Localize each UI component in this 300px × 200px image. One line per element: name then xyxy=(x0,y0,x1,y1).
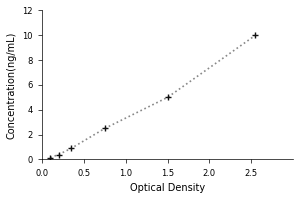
X-axis label: Optical Density: Optical Density xyxy=(130,183,205,193)
Y-axis label: Concentration(ng/mL): Concentration(ng/mL) xyxy=(7,31,17,139)
